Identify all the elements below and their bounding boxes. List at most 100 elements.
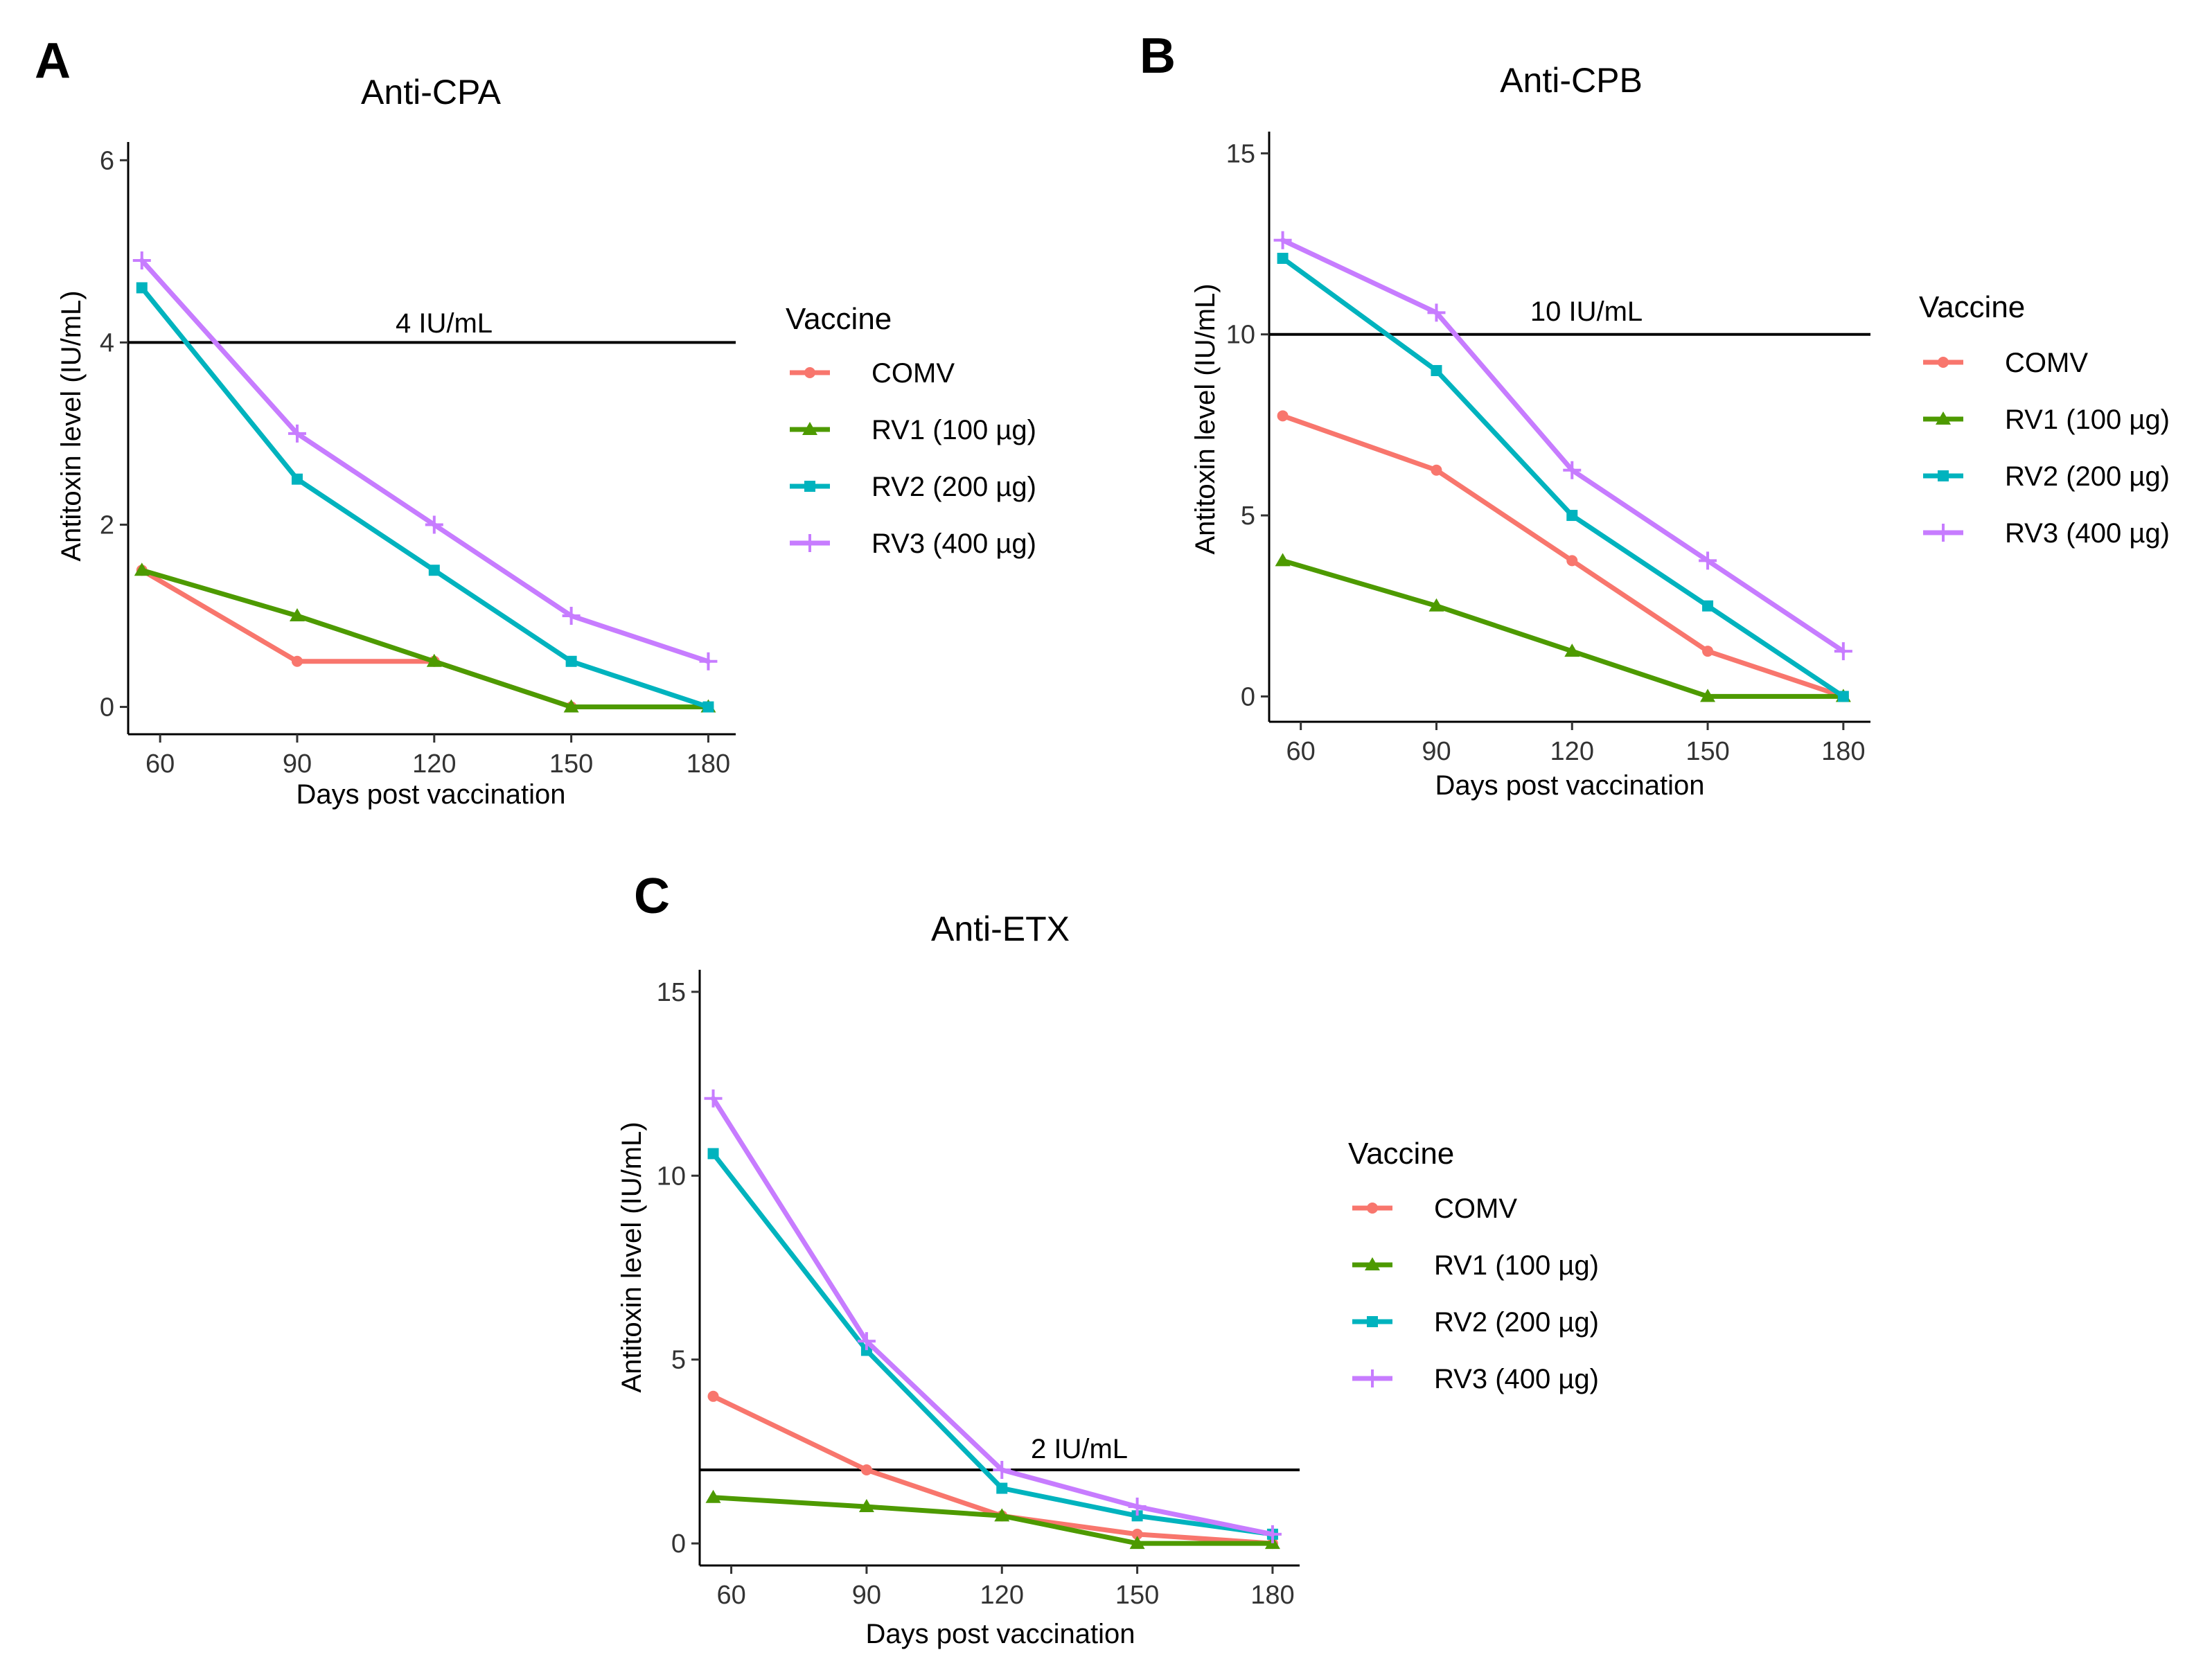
panel-c-y-tick-label: 15 bbox=[657, 978, 686, 1007]
panel-b-x-tick-label: 180 bbox=[1821, 737, 1865, 766]
panel-c-legend-marker-rv2 bbox=[1367, 1316, 1378, 1327]
panel-a-letter: A bbox=[35, 33, 71, 89]
panel-a-legend-marker-rv2 bbox=[804, 481, 815, 492]
panel-a-legend-label-comv: COMV bbox=[871, 358, 955, 389]
panel-b-point-rv1 bbox=[1275, 553, 1291, 567]
panel-b-legend-marker-rv2 bbox=[1938, 470, 1949, 481]
panel-c-legend-label-rv3: RV3 (400 µg) bbox=[1434, 1364, 1599, 1394]
panel-b-reference-label: 10 IU/mL bbox=[1530, 296, 1643, 327]
panel-c-letter: C bbox=[634, 869, 670, 924]
panel-a-legend-label-rv2: RV2 (200 µg) bbox=[871, 472, 1036, 502]
panel-a-chart: A Anti-CPA Antitoxin level (IU/mL) Days … bbox=[35, 33, 1036, 810]
panel-b-point-rv1 bbox=[1428, 598, 1444, 612]
panel-c-point-rv1 bbox=[994, 1508, 1010, 1522]
panel-c-legend-label-rv2: RV2 (200 µg) bbox=[1434, 1307, 1599, 1338]
panel-b-legend-marker-rv3 bbox=[1934, 524, 1952, 542]
panel-c-point-rv1 bbox=[858, 1499, 874, 1513]
panel-a-x-tick-label: 120 bbox=[412, 749, 456, 779]
panel-a-y-tick-label: 2 bbox=[100, 511, 114, 540]
panel-c-x-tick-label: 90 bbox=[852, 1581, 881, 1610]
panel-c-point-rv2 bbox=[996, 1482, 1008, 1494]
panel-b-legend-marker-rv1 bbox=[1936, 411, 1951, 425]
panel-a-x-tick-label: 90 bbox=[283, 749, 312, 779]
panel-a-legend-label-rv3: RV3 (400 µg) bbox=[871, 529, 1036, 559]
panel-b-legend-label-comv: COMV bbox=[2005, 348, 2088, 378]
panel-b-point-rv1 bbox=[1700, 689, 1716, 702]
panel-b-y-tick-label: 15 bbox=[1226, 139, 1255, 168]
panel-c-legend-title: Vaccine bbox=[1348, 1137, 1454, 1171]
panel-b-point-rv2 bbox=[1837, 691, 1849, 702]
panel-c-point-rv3 bbox=[704, 1089, 723, 1108]
panel-b-point-rv2 bbox=[1277, 252, 1289, 264]
panel-a-point-rv2 bbox=[565, 655, 577, 667]
panel-a-x-tick-label: 150 bbox=[549, 749, 593, 779]
panel-b-point-rv3 bbox=[1563, 461, 1582, 479]
panel-c-y-tick-label: 5 bbox=[671, 1346, 686, 1375]
panel-a-legend-label-rv1: RV1 (100 µg) bbox=[871, 415, 1036, 445]
panel-a-legend-marker-rv3 bbox=[801, 534, 819, 552]
panel-b-x-axis-title: Days post vaccination bbox=[1435, 770, 1704, 801]
panel-c-point-rv2 bbox=[860, 1345, 872, 1356]
panel-c-point-rv3 bbox=[1128, 1498, 1147, 1516]
panel-b-x-tick-label: 90 bbox=[1422, 737, 1451, 766]
panel-c-point-rv2 bbox=[707, 1148, 719, 1160]
panel-c-point-comv bbox=[1131, 1528, 1143, 1540]
panel-b-point-rv2 bbox=[1566, 510, 1578, 522]
panel-a-point-rv1 bbox=[563, 699, 579, 713]
panel-b-point-rv3 bbox=[1699, 551, 1717, 570]
panel-b-point-rv3 bbox=[1427, 303, 1446, 322]
panel-c-x-tick-label: 120 bbox=[980, 1581, 1024, 1610]
panel-b-point-rv2 bbox=[1702, 600, 1714, 612]
panel-c-point-rv3 bbox=[993, 1460, 1011, 1479]
panel-a-point-rv2 bbox=[428, 565, 440, 576]
panel-c-point-rv1 bbox=[705, 1489, 721, 1503]
panel-c-chart: C Anti-ETX Antitoxin level (IU/mL) Days … bbox=[617, 869, 1599, 1649]
panel-a-y-tick-label: 4 bbox=[100, 328, 114, 357]
panel-b-point-comv bbox=[1566, 555, 1578, 567]
panel-a-y-tick-label: 6 bbox=[100, 146, 114, 175]
panel-c-point-rv2 bbox=[1131, 1510, 1143, 1522]
panel-a-point-rv2 bbox=[702, 701, 714, 713]
panel-b-legend-title: Vaccine bbox=[1919, 290, 2025, 324]
panel-a-x-tick-label: 180 bbox=[687, 749, 730, 779]
panel-c-x-axis-title: Days post vaccination bbox=[865, 1619, 1135, 1649]
panel-a-point-rv3 bbox=[132, 251, 151, 269]
panel-a-y-axis-title: Antitoxin level (IU/mL) bbox=[56, 290, 87, 561]
panel-a-point-rv3 bbox=[287, 424, 306, 443]
panel-a-point-rv2 bbox=[291, 473, 303, 485]
panel-b-x-tick-label: 60 bbox=[1286, 737, 1316, 766]
panel-a-legend-marker-rv1 bbox=[802, 422, 817, 435]
panel-b-chart: B Anti-CPB Antitoxin level (IU/mL) Days … bbox=[1140, 28, 2170, 801]
panel-c-point-rv3 bbox=[857, 1332, 876, 1351]
panel-a-point-rv1 bbox=[134, 562, 150, 576]
panel-b-y-tick-label: 5 bbox=[1241, 502, 1255, 531]
panel-b-point-comv bbox=[1431, 464, 1442, 476]
panel-a-point-rv1 bbox=[426, 653, 442, 667]
panel-b-point-rv3 bbox=[1273, 231, 1292, 249]
panel-b-x-tick-label: 120 bbox=[1550, 737, 1594, 766]
panel-b-point-rv2 bbox=[1431, 364, 1442, 376]
panel-a-point-rv3 bbox=[699, 652, 718, 671]
panel-a-legend-title: Vaccine bbox=[786, 302, 892, 336]
panel-b-y-axis-title: Antitoxin level (IU/mL) bbox=[1190, 283, 1221, 554]
panel-a-point-comv bbox=[291, 655, 303, 667]
panel-b-x-tick-label: 150 bbox=[1685, 737, 1729, 766]
panel-c-legend-marker-rv3 bbox=[1363, 1369, 1381, 1387]
panel-a-title: Anti-CPA bbox=[361, 73, 502, 112]
panel-b-legend-label-rv3: RV3 (400 µg) bbox=[2005, 518, 2170, 549]
panel-a-point-rv2 bbox=[136, 282, 148, 294]
panel-c-reference-label: 2 IU/mL bbox=[1031, 1434, 1128, 1464]
panel-c-point-rv3 bbox=[1263, 1525, 1282, 1543]
panel-c-y-tick-label: 0 bbox=[671, 1529, 686, 1559]
panel-b-point-comv bbox=[1702, 646, 1714, 657]
panel-b-title: Anti-CPB bbox=[1500, 61, 1643, 100]
panel-c-legend-marker-rv1 bbox=[1365, 1257, 1380, 1270]
panel-a-y-tick-label: 0 bbox=[100, 693, 114, 722]
panel-a-point-rv3 bbox=[425, 515, 443, 534]
panel-c-point-comv bbox=[860, 1464, 872, 1475]
panel-c-legend-marker-comv bbox=[1367, 1203, 1378, 1214]
panel-a-x-tick-label: 60 bbox=[145, 749, 175, 779]
panel-b-y-tick-label: 0 bbox=[1241, 682, 1255, 711]
panel-c-point-rv1 bbox=[1129, 1536, 1145, 1550]
